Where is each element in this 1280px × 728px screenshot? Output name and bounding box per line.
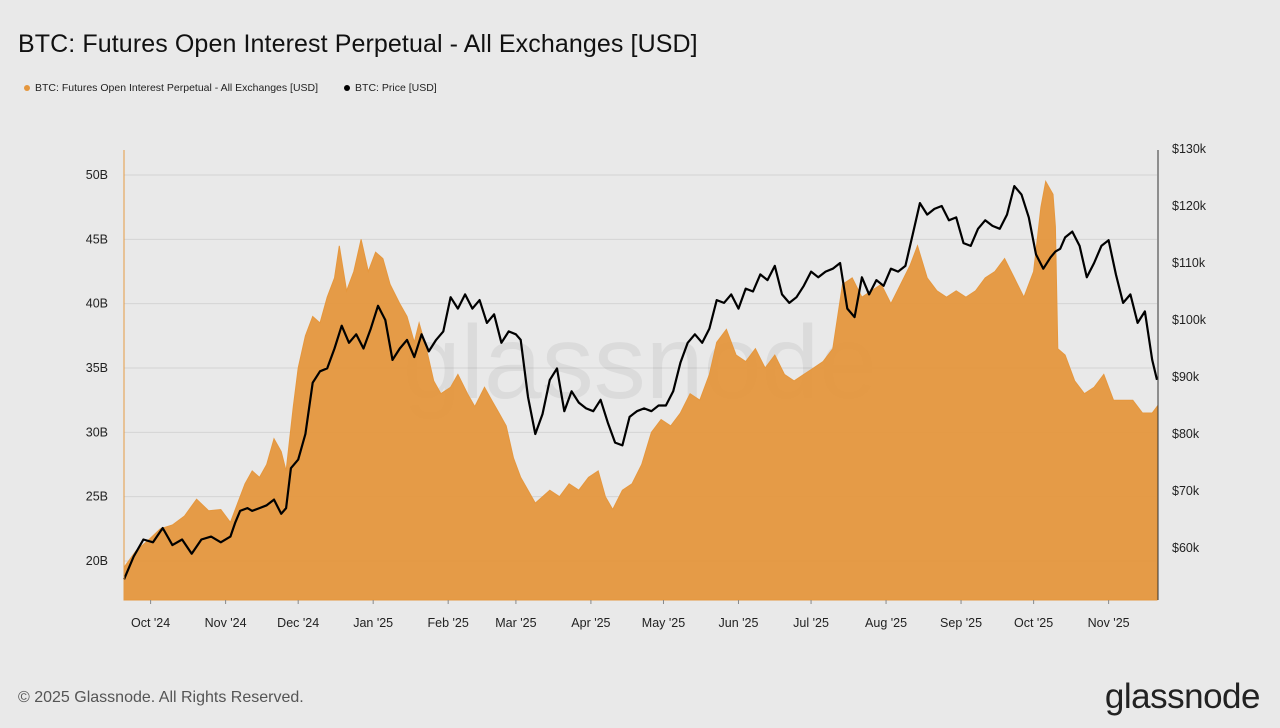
y-left-tick-label: 30B [86,425,108,439]
y-left-tick-label: 25B [86,490,108,504]
chart-title: BTC: Futures Open Interest Perpetual - A… [18,30,698,58]
glassnode-logo: glassnode [1104,677,1261,716]
x-tick-label: May '25 [642,616,685,630]
legend-item-price[interactable]: BTC: Price [USD] [344,82,437,94]
y-right-tick-label: $60k [1172,541,1200,555]
series-open-interest-area [123,179,1158,601]
legend-dot-open-interest [24,85,30,91]
y-right-tick-label: $120k [1172,199,1207,213]
x-tick-label: Nov '24 [205,616,247,630]
x-tick-label: Jul '25 [793,616,829,630]
x-tick-label: Mar '25 [495,616,536,630]
y-left-tick-label: 45B [86,232,108,246]
x-tick-label: Oct '25 [1014,616,1053,630]
legend-item-open-interest[interactable]: BTC: Futures Open Interest Perpetual - A… [24,82,318,94]
x-tick-label: Dec '24 [277,616,319,630]
legend-dot-price [344,85,351,91]
y-right-tick-label: $80k [1172,427,1200,441]
y-right-tick-label: $90k [1172,370,1200,384]
series-price-line [122,185,1159,580]
legend-label-price: BTC: Price [USD] [355,82,437,94]
y-right-tick-label: $70k [1172,484,1200,498]
x-tick-label: Jun '25 [719,616,759,630]
x-tick-label: Sep '25 [940,616,982,630]
x-tick-label: Aug '25 [865,616,907,630]
y-left-tick-label: 35B [86,361,108,375]
x-tick-label: Oct '24 [131,616,170,630]
x-tick-label: Nov '25 [1088,616,1130,630]
y-left-tick-label: 40B [86,297,108,311]
copyright-text: © 2025 Glassnode. All Rights Reserved. [18,689,304,706]
y-right-tick-label: $110k [1172,256,1206,270]
chart-legend: BTC: Futures Open Interest Perpetual - A… [24,82,437,94]
x-tick-label: Jan '25 [353,616,393,630]
y-right-tick-label: $130k [1172,142,1207,156]
x-tick-label: Apr '25 [571,616,610,630]
x-tick-label: Feb '25 [428,616,469,630]
y-left-tick-label: 20B [86,554,108,568]
y-left-tick-label: 50B [86,168,108,182]
legend-label-open-interest: BTC: Futures Open Interest Perpetual - A… [35,82,319,94]
y-right-tick-label: $100k [1172,313,1207,327]
